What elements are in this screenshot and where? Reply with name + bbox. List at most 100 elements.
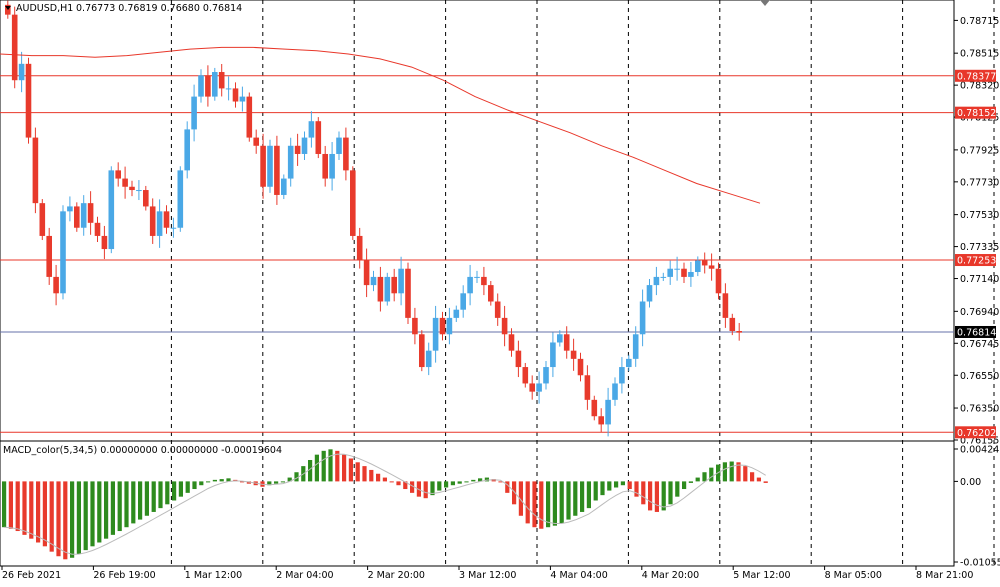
candle-body — [467, 276, 473, 294]
macd-bar — [695, 477, 700, 482]
macd-bar — [42, 481, 47, 547]
candle-body — [108, 170, 115, 250]
candle-body — [501, 317, 508, 335]
candle-body — [570, 350, 577, 359]
macd-bar — [172, 481, 177, 501]
candle-body — [412, 317, 418, 335]
candle-body — [612, 383, 618, 400]
macd-bar — [437, 481, 442, 491]
price-level-label: 0.78152 — [957, 108, 996, 119]
macd-bar — [627, 481, 632, 490]
macd-bar — [573, 481, 578, 516]
macd-bar — [97, 481, 102, 543]
candle-body — [198, 75, 204, 97]
candles — [5, 0, 742, 437]
macd-bar — [682, 481, 687, 490]
candle-body — [53, 276, 59, 294]
candle-body — [577, 358, 584, 376]
macd-bar — [559, 481, 564, 524]
candle-body — [239, 96, 246, 102]
candle-body — [557, 334, 563, 343]
macd-bar — [593, 481, 598, 501]
macd-bar — [355, 462, 360, 482]
candle-body — [356, 235, 363, 261]
candle-body — [515, 350, 522, 368]
candle-body — [232, 88, 239, 102]
macd-bar — [36, 481, 41, 543]
macd-bar — [614, 481, 619, 488]
macd-bar — [76, 481, 81, 554]
macd-bar — [83, 481, 88, 551]
candle-body — [536, 383, 542, 392]
macd-bar — [240, 481, 245, 483]
macd-bar — [110, 481, 115, 535]
candle-body — [322, 153, 328, 179]
price-level-lines[interactable] — [0, 75, 954, 433]
macd-bar — [410, 481, 415, 493]
y-tick-label: 0.78715 — [960, 16, 999, 27]
macd-bar — [586, 481, 591, 509]
x-tick-label: 4 Mar 04:00 — [550, 570, 607, 581]
macd-bar — [280, 481, 285, 483]
candle-body — [626, 358, 632, 368]
time-axis: 26 Feb 2021 26 Feb 19:00 1 Mar 12:00 2 Mar … — [1, 566, 973, 581]
candle-body — [11, 14, 18, 81]
macd-bar — [688, 481, 693, 483]
macd-bar — [70, 481, 75, 558]
macd-bar — [648, 481, 653, 511]
macd-bar — [607, 481, 612, 491]
price-badges: 0.78377 0.78152 0.77253 0.76202 0.76814 — [955, 69, 996, 439]
macd-bar — [498, 481, 503, 483]
candle-body — [294, 145, 301, 154]
macd-bar — [634, 481, 639, 497]
y-tick-label: 0.78320 — [960, 81, 999, 92]
candle-body — [398, 268, 404, 294]
candle-body — [646, 285, 653, 302]
macd-bar — [471, 479, 476, 482]
x-tick-label: 8 Mar 05:00 — [825, 570, 882, 581]
candle-body — [74, 206, 80, 228]
macd-bar — [654, 481, 659, 512]
macd-bar — [369, 469, 374, 482]
macd-bar — [2, 481, 7, 528]
candle-body — [384, 276, 391, 302]
y-tick-label: 0.77140 — [960, 274, 999, 285]
candle-body — [550, 342, 556, 368]
macd-bar — [192, 481, 197, 490]
macd-bar — [158, 481, 163, 509]
candle-body — [315, 121, 322, 154]
macd-bar — [29, 481, 34, 539]
macd-bar — [464, 481, 469, 483]
y-tick-label: 0.78515 — [960, 49, 999, 60]
candle-body — [370, 276, 377, 286]
macd-bar — [756, 477, 761, 482]
candle-body — [488, 285, 494, 302]
candle-body — [60, 211, 66, 294]
macd-bar — [178, 481, 183, 497]
macd-signal-line — [4, 453, 766, 555]
candle-body — [218, 72, 225, 89]
macd-title: MACD_color(5,34,5) 0.00000000 0.00000000… — [3, 445, 282, 456]
scroll-marker-icon[interactable] — [760, 0, 770, 6]
candle-body — [94, 222, 101, 236]
macd-bar — [403, 481, 408, 490]
candle-body — [87, 203, 94, 223]
x-tick-label: 2 Mar 04:00 — [276, 570, 333, 581]
candle-body — [39, 203, 46, 236]
candle-body — [674, 268, 680, 270]
candle-body — [143, 190, 149, 207]
candle-body — [453, 309, 460, 318]
macd-bar — [423, 481, 428, 499]
candle-body — [591, 399, 598, 417]
candle-body — [667, 268, 673, 277]
candle-body — [425, 350, 432, 368]
macd-bar — [396, 481, 401, 486]
candle-body — [529, 383, 535, 392]
current-price-label: 0.76814 — [957, 327, 996, 338]
macd-bar — [763, 481, 768, 483]
current-price-badge — [955, 325, 996, 338]
x-tick-label: 26 Feb 2021 — [2, 570, 61, 581]
macd-tick-label: -0.01055387 — [960, 558, 1000, 569]
triangle-down-icon[interactable] — [5, 6, 11, 10]
